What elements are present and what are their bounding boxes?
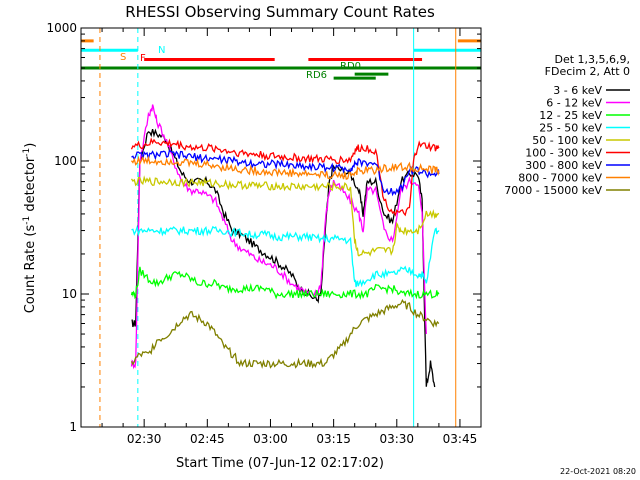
y-axis-label: Count Rate (s-1 detector-1)	[22, 143, 38, 314]
reference-lines	[99, 28, 482, 427]
series-line-8	[130, 298, 440, 369]
flag-label-rd0: RD0	[340, 61, 361, 72]
legend-label-5: 100 - 300 keV	[525, 147, 602, 160]
legend-label-6: 300 - 800 keV	[525, 159, 602, 172]
y-tick-label-2: 100	[54, 154, 77, 168]
x-tick-label-1: 02:45	[190, 432, 225, 446]
x-axis-ticks: 02:30 02:45 03:00 03:15 03:30 03:45	[80, 28, 482, 446]
legend-label-0: 3 - 6 keV	[553, 84, 602, 97]
y-label-mid: detector	[23, 156, 38, 216]
legend-label-7: 800 - 7000 keV	[518, 172, 602, 185]
legend-label-4: 50 - 100 keV	[532, 134, 602, 147]
y-tick-label-0: 1	[69, 420, 77, 434]
legend-header-1: FDecim 2, Att 0	[545, 65, 630, 78]
flag-label-s: S	[120, 52, 126, 63]
flag-bars	[81, 39, 481, 80]
legend-label-3: 25 - 50 keV	[539, 122, 602, 135]
y-axis-ticks: 1 10 100 1000	[46, 21, 481, 434]
x-tick-label-0: 02:30	[127, 432, 162, 446]
y-label-main: Count Rate (s	[23, 225, 38, 314]
x-tick-label-4: 03:30	[379, 432, 414, 446]
series-line-2	[130, 266, 440, 300]
flag-label-n: N	[158, 45, 165, 56]
legend-label-8: 7000 - 15000 keV	[504, 184, 602, 197]
series-line-5	[130, 137, 440, 217]
series-line-4	[130, 175, 440, 257]
series-line-1	[130, 104, 427, 370]
x-tick-label-3: 03:15	[316, 432, 351, 446]
flag-label-f: F	[140, 53, 146, 64]
y-label-sup-1: -1	[22, 216, 32, 225]
series-line-7	[130, 155, 440, 180]
y-label-sup-2: -1	[22, 148, 32, 157]
x-axis-label: Start Time (07-Jun-12 02:17:02)	[176, 456, 384, 471]
footer-date: 22-Oct-2021 08:20	[560, 467, 636, 476]
chart-title: RHESSI Observing Summary Count Rates	[125, 3, 435, 21]
plot-frame	[80, 27, 482, 428]
series-line-6	[131, 149, 440, 197]
legend-label-1: 6 - 12 keV	[546, 97, 602, 110]
y-label-end: )	[23, 143, 38, 148]
legend-label-2: 12 - 25 keV	[539, 109, 602, 122]
series-lines	[130, 104, 440, 388]
y-tick-label-3: 1000	[46, 21, 77, 35]
legend: Det 1,3,5,6,9,FDecim 2, Att 0 3 - 6 keV6 …	[504, 53, 630, 197]
series-line-3	[131, 224, 440, 288]
series-line-0	[131, 128, 436, 388]
flag-label-rd6: RD6	[306, 70, 327, 81]
x-tick-label-2: 03:00	[253, 432, 288, 446]
x-tick-label-5: 03:45	[443, 432, 478, 446]
y-tick-label-1: 10	[62, 287, 77, 301]
legend-header-0: Det 1,3,5,6,9,	[554, 53, 630, 66]
